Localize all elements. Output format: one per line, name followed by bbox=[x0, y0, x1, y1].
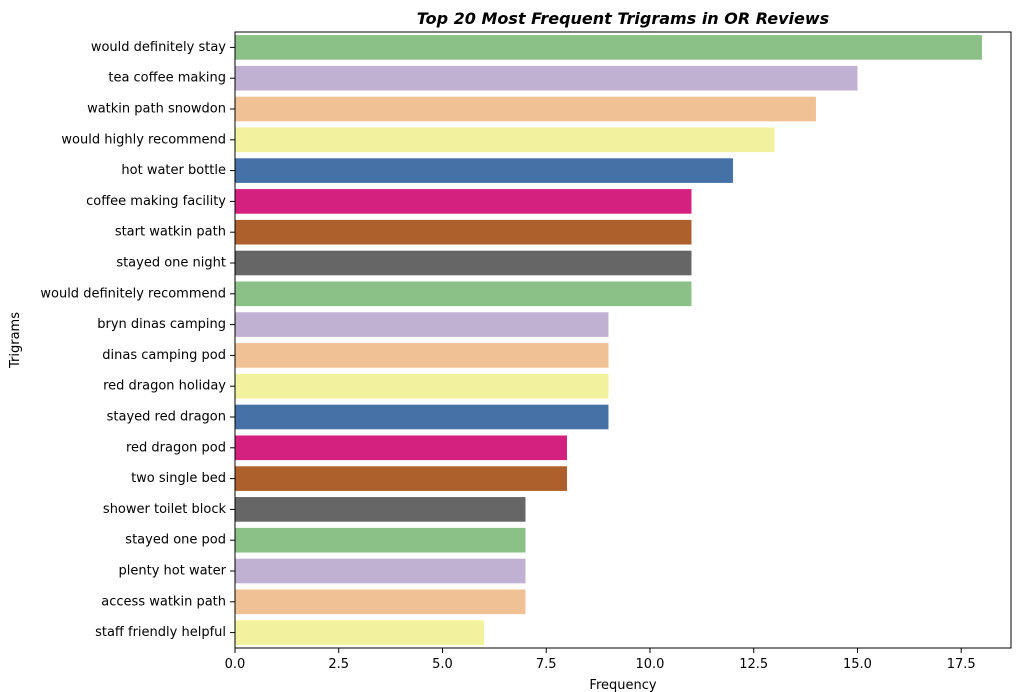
bar bbox=[235, 558, 526, 584]
x-tick-label: 2.5 bbox=[328, 657, 349, 672]
y-tick-label: stayed red dragon bbox=[107, 410, 226, 425]
x-tick-label: 17.5 bbox=[947, 657, 976, 672]
bar bbox=[235, 589, 526, 615]
bar bbox=[235, 65, 858, 91]
y-tick-label: shower toilet block bbox=[103, 502, 227, 517]
x-tick-label: 12.5 bbox=[739, 657, 768, 672]
y-tick-label: hot water bottle bbox=[121, 163, 226, 178]
y-tick-label: would definitely recommend bbox=[40, 286, 226, 301]
y-tick-label: red dragon holiday bbox=[103, 379, 226, 394]
bar bbox=[235, 127, 775, 153]
bar bbox=[235, 250, 692, 276]
bar bbox=[235, 281, 692, 307]
bars-group bbox=[235, 35, 982, 645]
bar bbox=[235, 404, 609, 430]
bar bbox=[235, 527, 526, 553]
y-tick-label: would definitely stay bbox=[91, 40, 226, 55]
x-tick-label: 7.5 bbox=[536, 657, 557, 672]
y-tick-label: start watkin path bbox=[115, 225, 226, 240]
y-tick-label: two single bed bbox=[131, 471, 226, 486]
x-tick-label: 0.0 bbox=[225, 657, 246, 672]
bar bbox=[235, 35, 982, 60]
x-ticks-group: 0.0 2.5 5.0 7.5 10.0 12.5 15.0 17.5 bbox=[225, 648, 976, 672]
y-tick-label: access watkin path bbox=[101, 594, 226, 609]
x-axis-label: Frequency bbox=[589, 678, 656, 692]
bar bbox=[235, 373, 609, 399]
x-tick-label: 10.0 bbox=[635, 657, 664, 672]
y-tick-label: red dragon pod bbox=[126, 440, 226, 455]
bar bbox=[235, 435, 567, 461]
y-ticks-group: would definitely stay tea coffee making wa… bbox=[40, 40, 235, 640]
y-tick-label: bryn dinas camping bbox=[97, 317, 226, 332]
bar bbox=[235, 158, 733, 183]
bar bbox=[235, 189, 692, 214]
y-tick-label: coffee making facility bbox=[86, 194, 226, 209]
y-tick-label: stayed one pod bbox=[125, 533, 226, 548]
plot-frame bbox=[234, 31, 1012, 649]
x-tick-label: 5.0 bbox=[432, 657, 453, 672]
y-tick-label: stayed one night bbox=[116, 256, 226, 271]
bar bbox=[235, 343, 609, 368]
y-tick-label: dinas camping pod bbox=[102, 348, 226, 363]
bar bbox=[235, 96, 816, 122]
bar bbox=[235, 620, 484, 645]
chart-title: Top 20 Most Frequent Trigrams in OR Revi… bbox=[417, 9, 829, 28]
y-tick-label: would highly recommend bbox=[61, 132, 226, 147]
bar bbox=[235, 497, 526, 522]
y-tick-label: staff friendly helpful bbox=[95, 625, 226, 640]
bar bbox=[235, 312, 609, 337]
y-axis-label: Trigrams bbox=[8, 312, 23, 369]
y-tick-label: plenty hot water bbox=[119, 564, 227, 579]
x-tick-label: 15.0 bbox=[843, 657, 872, 672]
y-tick-label: watkin path snowdon bbox=[87, 102, 226, 117]
y-tick-label: tea coffee making bbox=[108, 71, 226, 86]
bar bbox=[235, 466, 567, 491]
bar bbox=[235, 219, 692, 245]
